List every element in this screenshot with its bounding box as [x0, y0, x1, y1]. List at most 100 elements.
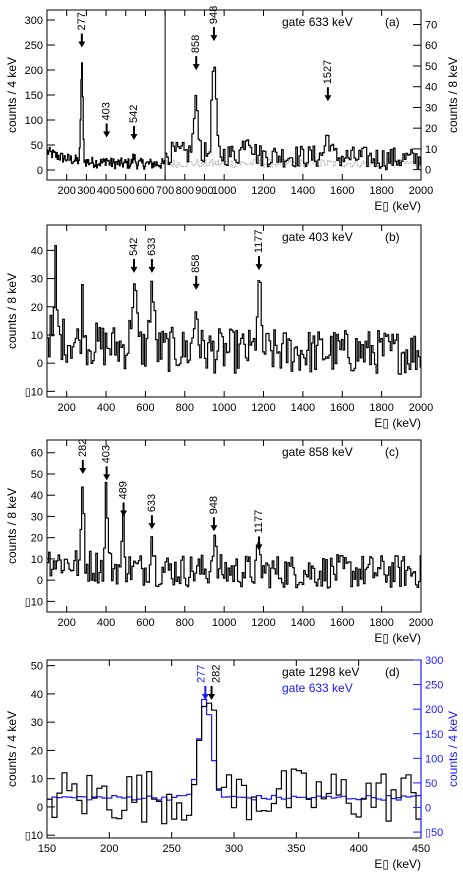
peak-annotation: 403	[101, 445, 113, 481]
y-axis-label: counts / 4 keV	[5, 57, 19, 133]
x-tick-label: 1400	[291, 402, 315, 414]
x-tick-label: 1000	[212, 185, 236, 197]
x-tick-label: 1800	[369, 402, 393, 414]
peak-annotation: 1177	[253, 229, 265, 271]
series-spectrum	[47, 245, 421, 375]
peak-annotation: 948	[208, 6, 220, 42]
annotation-label: 403	[101, 445, 113, 463]
arrow-head	[208, 694, 216, 700]
y-tick-label-right: 40	[425, 82, 437, 94]
arrow-head	[324, 95, 332, 102]
x-tick-label: 150	[38, 843, 56, 855]
y-tick-label: 150	[25, 90, 43, 102]
y-axis-label: counts / 8 keV	[5, 273, 19, 349]
y-tick-label-right: ▯50	[425, 827, 443, 839]
y-tick-label: 0	[37, 575, 43, 587]
gate-label-2: gate 633 keV	[282, 681, 353, 695]
y-tick-label: ▯10	[25, 830, 43, 842]
x-tick-label: 900	[195, 185, 213, 197]
y-tick-label: 50	[31, 661, 43, 673]
annotation-label: 1177	[253, 229, 265, 253]
series-gate-1298	[47, 702, 421, 825]
x-axis-label: E▯ (keV)	[374, 199, 421, 213]
arrow-head	[130, 266, 138, 273]
x-tick-label: 200	[58, 617, 76, 629]
x-tick-label: 500	[117, 185, 135, 197]
y-tick-label: 40	[31, 490, 43, 502]
y-tick-label-right: 20	[425, 123, 437, 135]
data-layer	[47, 245, 421, 375]
y-axis-label: counts / 8 keV	[5, 488, 19, 564]
y-tick-label-right: 150	[425, 729, 443, 741]
x-tick-label: 800	[176, 185, 194, 197]
x-tick-label: 400	[97, 402, 115, 414]
y-tick-label: 0	[37, 165, 43, 177]
y-tick-label: 10	[31, 330, 43, 342]
arrow-head	[79, 467, 87, 474]
y-tick-label: 300	[25, 15, 43, 27]
x-tick-label: 800	[176, 402, 194, 414]
y-tick-label: 30	[31, 511, 43, 523]
x-tick-label: 1200	[251, 617, 275, 629]
x-tick-label: 1400	[291, 185, 315, 197]
panel-d: 150 200 250 300 350 400 450 ▯10 0 10 20 30 40 50 ▯50 0 5…	[5, 655, 460, 871]
series-left-4kev	[47, 62, 166, 170]
x-tick-label: 600	[136, 617, 154, 629]
annotation-label: 282	[211, 665, 223, 683]
x-tick-label: 350	[287, 843, 305, 855]
panel-label: (b)	[385, 230, 400, 244]
y-tick-label: 50	[31, 140, 43, 152]
y-axis-label-right: counts / 4 keV	[446, 711, 460, 787]
peak-annotation: 633	[146, 238, 158, 273]
x-tick-label: 1600	[330, 185, 354, 197]
y-tick-label-right: 70	[425, 20, 437, 32]
x-tick-label: 300	[77, 185, 95, 197]
peak-annotation: 282	[208, 665, 223, 700]
y-axis-label-right: counts / 8 keV	[446, 57, 460, 133]
x-tick-label: 1200	[251, 185, 275, 197]
x-tick-label: 600	[136, 402, 154, 414]
x-tick-label: 1800	[369, 617, 393, 629]
y-tick-label-right: 0	[425, 803, 431, 815]
x-tick-label: 2000	[409, 402, 433, 414]
panel-c: 200 400 600 800 1000 1200 1400 1600 1800 2000 ▯10 0…	[5, 439, 433, 645]
arrow-head	[192, 283, 200, 290]
panel-b: 200 400 600 800 1000 1200 1400 1600 1800 2000 ▯10 0…	[5, 224, 433, 430]
y-tick-label: 0	[37, 358, 43, 370]
y-tick-label-right: 0	[425, 165, 431, 177]
panel-label: (c)	[385, 445, 399, 459]
panel-label: (a)	[385, 15, 400, 29]
y-tick-label: 50	[31, 469, 43, 481]
x-axis-label: E▯ (keV)	[374, 857, 421, 871]
arrow-head	[210, 35, 218, 42]
x-tick-label: 400	[97, 185, 115, 197]
arrow-head	[192, 64, 200, 71]
data-layer	[47, 698, 421, 825]
annotation-label: 282	[77, 439, 89, 457]
y-tick-label: 100	[25, 115, 43, 127]
arrow-head	[130, 134, 138, 140]
plot-frame	[46, 224, 422, 398]
arrow-head	[148, 266, 156, 273]
annotation-label: 1177	[253, 510, 265, 534]
y-tick-label: 20	[31, 745, 43, 757]
x-tick-label: 1200	[251, 402, 275, 414]
peak-annotation: 542	[128, 238, 140, 273]
annotation-label: 633	[146, 494, 158, 512]
x-tick-label: 400	[349, 843, 367, 855]
x-tick-label: 600	[136, 185, 154, 197]
y-tick-label: ▯10	[25, 596, 43, 608]
plot-frame	[46, 439, 422, 613]
peak-annotation: 403	[101, 102, 113, 138]
data-layer	[47, 62, 421, 171]
annotation-label: 277	[195, 665, 207, 683]
y-tick-label-right: 200	[425, 704, 443, 716]
arrow-head	[103, 131, 111, 138]
x-tick-label: 2000	[409, 185, 433, 197]
series-gate-633	[47, 698, 421, 801]
peak-annotation: 277	[195, 665, 209, 700]
y-tick-label: 40	[31, 689, 43, 701]
x-tick-label: 1600	[330, 402, 354, 414]
